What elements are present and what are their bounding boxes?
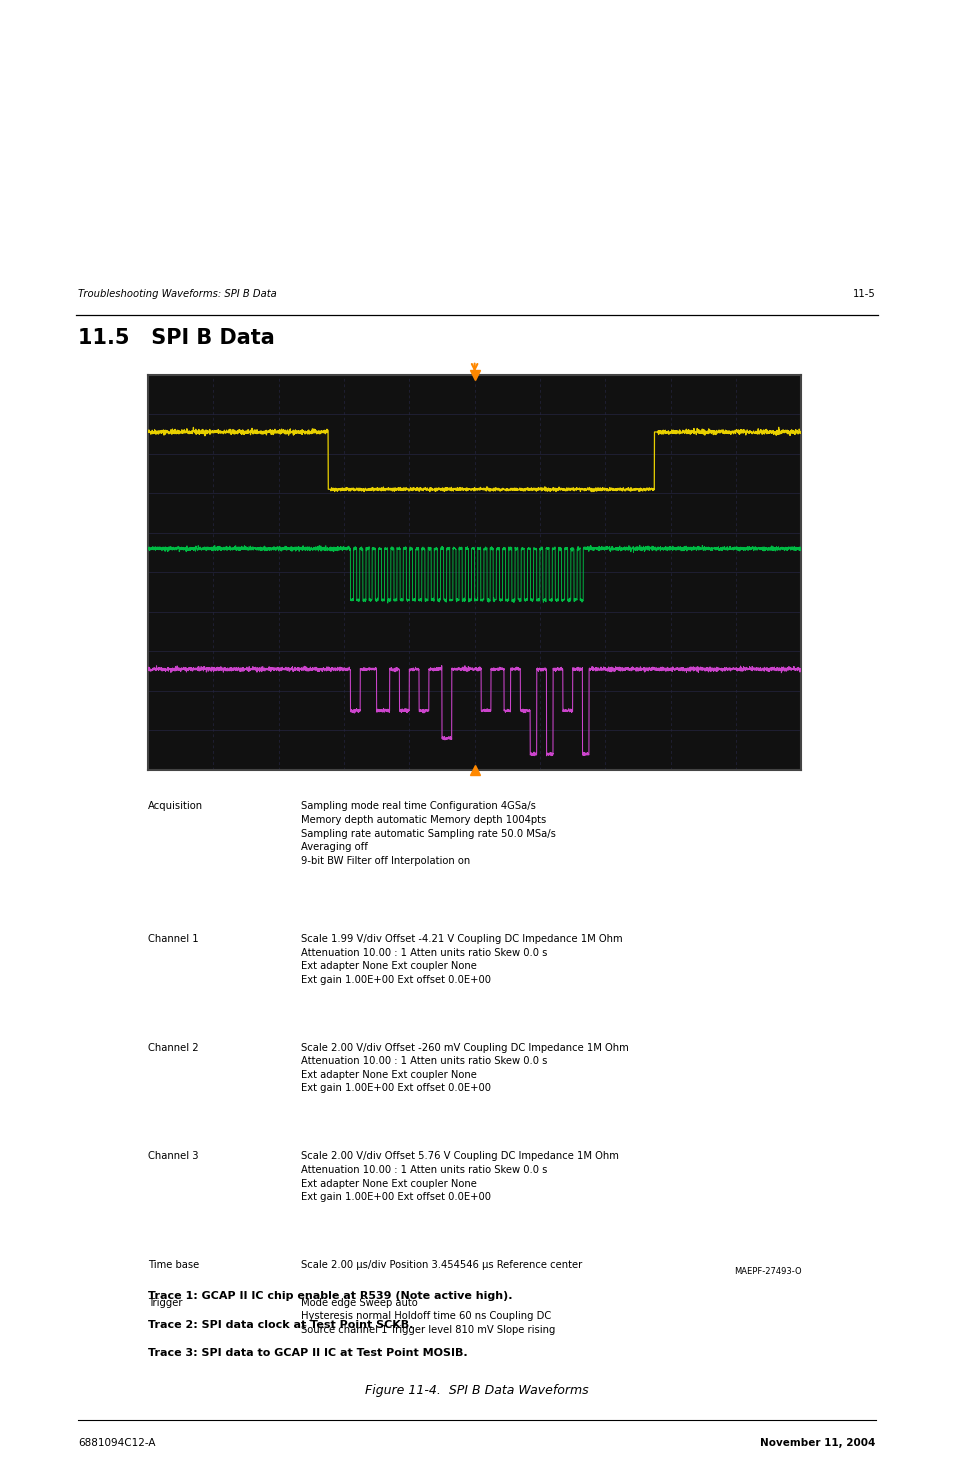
Text: Scale 2.00 V/div Offset 5.76 V Coupling DC Impedance 1M Ohm
Attenuation 10.00 : : Scale 2.00 V/div Offset 5.76 V Coupling … (300, 1152, 618, 1202)
Text: 6881094C12-A: 6881094C12-A (78, 1438, 155, 1447)
Text: Channel 3: Channel 3 (148, 1152, 198, 1161)
Text: Scale 2.00 μs/div Position 3.454546 μs Reference center: Scale 2.00 μs/div Position 3.454546 μs R… (300, 1260, 581, 1270)
Text: Trace 3: SPI data to GCAP II IC at Test Point MOSIB.: Trace 3: SPI data to GCAP II IC at Test … (148, 1348, 467, 1358)
Text: Channel 2: Channel 2 (148, 1043, 198, 1053)
Text: 11-5: 11-5 (852, 289, 875, 299)
Text: Scale 1.99 V/div Offset -4.21 V Coupling DC Impedance 1M Ohm
Attenuation 10.00 :: Scale 1.99 V/div Offset -4.21 V Coupling… (300, 934, 621, 985)
Text: Sampling mode real time Configuration 4GSa/s
Memory depth automatic Memory depth: Sampling mode real time Configuration 4G… (300, 801, 555, 866)
Text: November 11, 2004: November 11, 2004 (760, 1438, 875, 1447)
Text: 11.5   SPI B Data: 11.5 SPI B Data (78, 327, 274, 348)
Text: Trace 2: SPI data clock at Test Point SCKB.: Trace 2: SPI data clock at Test Point SC… (148, 1320, 413, 1329)
Text: Mode edge Sweep auto
Hysteresis normal Holdoff time 60 ns Coupling DC
Source cha: Mode edge Sweep auto Hysteresis normal H… (300, 1298, 555, 1335)
Text: Scale 2.00 V/div Offset -260 mV Coupling DC Impedance 1M Ohm
Attenuation 10.00 :: Scale 2.00 V/div Offset -260 mV Coupling… (300, 1043, 628, 1093)
Text: MAEPF-27493-O: MAEPF-27493-O (733, 1267, 801, 1276)
Text: Trace 1: GCAP II IC chip enable at R539 (Note active high).: Trace 1: GCAP II IC chip enable at R539 … (148, 1291, 512, 1301)
Text: Time base: Time base (148, 1260, 199, 1270)
Text: Channel 1: Channel 1 (148, 934, 198, 944)
Text: Troubleshooting Waveforms: SPI B Data: Troubleshooting Waveforms: SPI B Data (78, 289, 276, 299)
Text: Figure 11-4.  SPI B Data Waveforms: Figure 11-4. SPI B Data Waveforms (365, 1384, 588, 1397)
Text: Trigger: Trigger (148, 1298, 182, 1307)
Text: Acquisition: Acquisition (148, 801, 203, 811)
